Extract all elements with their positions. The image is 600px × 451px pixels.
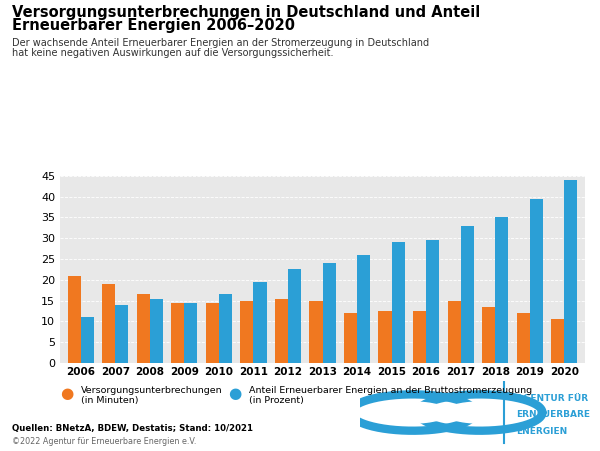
Bar [413,311,426,363]
Bar [448,301,461,363]
Circle shape [377,402,449,423]
Bar [275,299,288,363]
Bar [551,319,564,363]
Circle shape [444,402,516,423]
Text: AGENTUR FÜR: AGENTUR FÜR [516,394,588,403]
Text: ENERGIEN: ENERGIEN [516,427,567,436]
Bar [219,295,232,363]
Bar [68,276,81,363]
Bar [206,303,219,363]
Text: Erneuerbarer Energien 2006–2020: Erneuerbarer Energien 2006–2020 [12,18,295,33]
Text: ERNEUERBARE: ERNEUERBARE [516,410,590,419]
Bar [495,217,508,363]
Bar [392,243,405,363]
Bar [184,303,197,363]
Bar [461,226,474,363]
Bar [530,199,543,363]
Bar [426,240,439,363]
Bar [102,284,115,363]
Bar [564,180,577,363]
Bar [150,299,163,363]
Bar [240,301,253,363]
Bar [344,313,357,363]
Text: ●: ● [228,386,241,400]
Bar [517,313,530,363]
Text: Anteil Erneuerbarer Energien an der Bruttostromerzeugung
(in Prozent): Anteil Erneuerbarer Energien an der Brut… [249,386,532,405]
Text: Versorgungsunterbrechungen
(in Minuten): Versorgungsunterbrechungen (in Minuten) [81,386,223,405]
Bar [482,307,495,363]
Bar [323,263,335,363]
Bar [253,282,266,363]
Text: hat keine negativen Auswirkungen auf die Versorgungssicherheit.: hat keine negativen Auswirkungen auf die… [12,48,334,58]
Bar [81,318,94,363]
Text: Quellen: BNetzA, BDEW, Destatis; Stand: 10/2021: Quellen: BNetzA, BDEW, Destatis; Stand: … [12,424,253,433]
Bar [115,305,128,363]
Text: ©2022 Agentur für Erneuerbare Energien e.V.: ©2022 Agentur für Erneuerbare Energien e… [12,437,196,446]
Bar [171,303,184,363]
Bar [288,269,301,363]
Text: Versorgungsunterbrechungen in Deutschland und Anteil: Versorgungsunterbrechungen in Deutschlan… [12,5,480,19]
Bar [137,295,150,363]
Bar [379,311,392,363]
Text: ●: ● [60,386,73,400]
Text: Der wachsende Anteil Erneuerbarer Energien an der Stromerzeugung in Deutschland: Der wachsende Anteil Erneuerbarer Energi… [12,38,429,48]
Bar [357,255,370,363]
Bar [310,301,323,363]
